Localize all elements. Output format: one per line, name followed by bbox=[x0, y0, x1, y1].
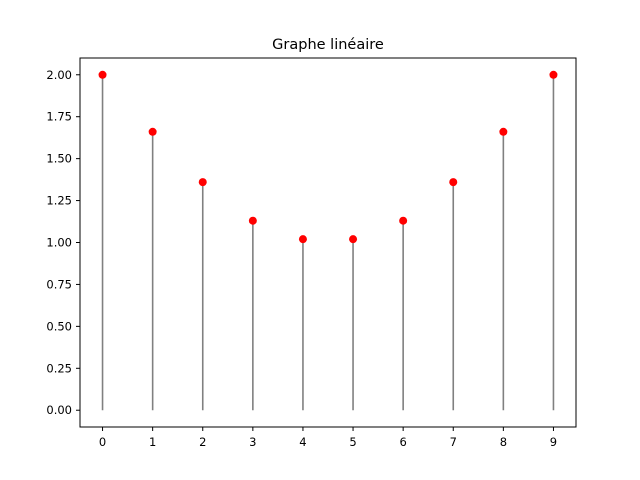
y-axis-ticks: 0.00 0.25 0.50 0.75 1.00 1.25 1.50 1.75 2.00 bbox=[46, 68, 80, 417]
data-point-6 bbox=[399, 216, 408, 225]
data-point-1 bbox=[148, 127, 157, 136]
y-tick-label-0: 0.00 bbox=[46, 403, 72, 417]
x-tick-label-6: 6 bbox=[399, 435, 406, 449]
data-point-8 bbox=[499, 127, 508, 136]
y-tick-label-7: 1.75 bbox=[46, 110, 72, 124]
y-tick-label-8: 2.00 bbox=[46, 68, 72, 82]
data-point-0 bbox=[98, 70, 107, 79]
y-tick-label-6: 1.50 bbox=[46, 152, 72, 166]
y-tick-label-5: 1.25 bbox=[46, 194, 72, 208]
data-point-4 bbox=[298, 235, 307, 244]
x-tick-label-7: 7 bbox=[450, 435, 457, 449]
x-tick-label-4: 4 bbox=[299, 435, 306, 449]
y-tick-label-4: 1.00 bbox=[46, 236, 72, 250]
stems-group bbox=[101, 74, 555, 411]
x-tick-label-0: 0 bbox=[99, 435, 106, 449]
y-tick-label-3: 0.75 bbox=[46, 277, 72, 291]
data-point-9 bbox=[549, 70, 558, 79]
x-axis-ticks: 0 1 2 3 4 5 6 7 8 9 bbox=[99, 427, 557, 449]
markers-group bbox=[98, 70, 558, 244]
chart-title: Graphe linéaire bbox=[272, 37, 384, 53]
plot-frame bbox=[79, 57, 577, 428]
x-tick-label-2: 2 bbox=[199, 435, 206, 449]
data-point-7 bbox=[449, 178, 458, 187]
y-tick-label-2: 0.50 bbox=[46, 319, 72, 333]
x-tick-label-3: 3 bbox=[249, 435, 256, 449]
data-point-2 bbox=[198, 178, 207, 187]
x-tick-label-1: 1 bbox=[149, 435, 156, 449]
x-tick-label-8: 8 bbox=[500, 435, 507, 449]
x-tick-label-9: 9 bbox=[550, 435, 557, 449]
x-tick-label-5: 5 bbox=[349, 435, 356, 449]
y-tick-label-1: 0.25 bbox=[46, 361, 72, 375]
data-point-3 bbox=[248, 216, 257, 225]
data-point-5 bbox=[349, 235, 358, 244]
